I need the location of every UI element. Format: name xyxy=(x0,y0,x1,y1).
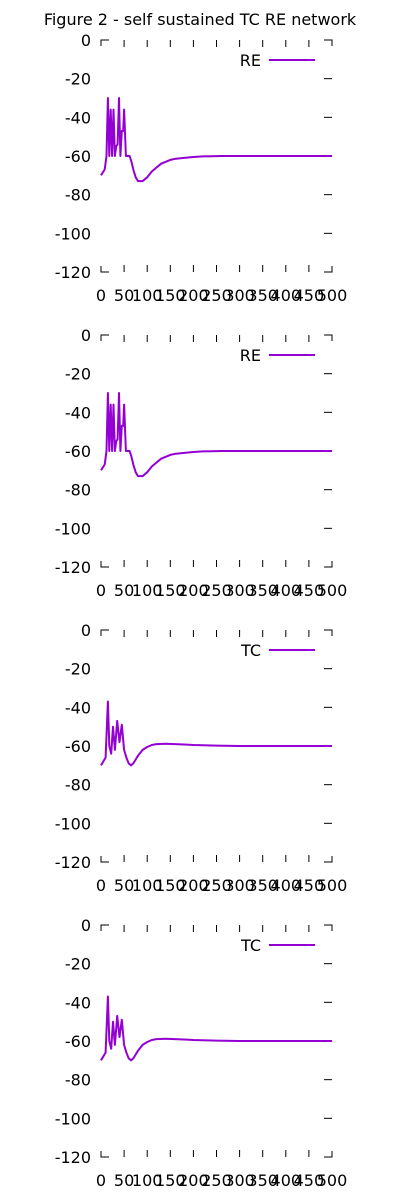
plot-corner-top-left xyxy=(100,924,109,931)
x-tick-label: 300 xyxy=(224,1171,255,1190)
legend-label: RE xyxy=(240,346,261,365)
x-tick-label: 150 xyxy=(155,581,186,600)
y-tick-label: -80 xyxy=(65,186,91,205)
x-tick-label: 400 xyxy=(271,876,302,895)
y-tick-label: -120 xyxy=(55,558,91,577)
y-tick-label: -20 xyxy=(65,70,91,89)
x-tick-label: 400 xyxy=(271,286,302,305)
y-tick-label: -100 xyxy=(55,224,91,243)
x-tick-label: 500 xyxy=(317,286,348,305)
y-tick-label: 0 xyxy=(81,621,91,640)
plot-corner-bottom-right xyxy=(324,856,333,863)
x-tick-label: 350 xyxy=(247,581,278,600)
legend-label: TC xyxy=(240,641,261,660)
y-tick-label: -120 xyxy=(55,263,91,282)
y-tick-label: -40 xyxy=(65,993,91,1012)
x-tick-label: 500 xyxy=(317,1171,348,1190)
series-line-re xyxy=(100,392,332,478)
x-tick-label: 100 xyxy=(132,581,163,600)
y-tick-label: 0 xyxy=(81,326,91,345)
x-tick-label: 300 xyxy=(224,286,255,305)
x-tick-label: 250 xyxy=(201,581,232,600)
x-tick-label: 200 xyxy=(178,876,209,895)
y-tick-label: -80 xyxy=(65,481,91,500)
y-tick-label: -60 xyxy=(65,1032,91,1051)
y-tick-label: -20 xyxy=(65,365,91,384)
y-tick-label: -40 xyxy=(65,108,91,127)
y-tick-label: 0 xyxy=(81,31,91,50)
x-tick-label: 400 xyxy=(271,581,302,600)
plot-corner-bottom-left xyxy=(100,561,109,568)
x-tick-label: 50 xyxy=(114,1171,134,1190)
x-tick-label: 300 xyxy=(224,876,255,895)
x-tick-label: 250 xyxy=(201,286,232,305)
x-tick-label: 350 xyxy=(247,876,278,895)
y-tick-label: -120 xyxy=(55,1148,91,1167)
plot-corner-top-right xyxy=(324,334,333,341)
x-tick-label: 250 xyxy=(201,1171,232,1190)
y-tick-label: -100 xyxy=(55,1109,91,1128)
y-tick-label: -60 xyxy=(65,442,91,461)
x-tick-label: 0 xyxy=(96,876,106,895)
x-tick-label: 200 xyxy=(178,286,209,305)
y-tick-label: -80 xyxy=(65,1071,91,1090)
x-tick-label: 300 xyxy=(224,581,255,600)
y-tick-label: -60 xyxy=(65,737,91,756)
plot-corner-bottom-right xyxy=(324,266,333,273)
x-tick-label: 200 xyxy=(178,1171,209,1190)
x-tick-label: 0 xyxy=(96,581,106,600)
legend-label: RE xyxy=(240,51,261,70)
legend-label: TC xyxy=(240,936,261,955)
x-tick-label: 450 xyxy=(294,581,325,600)
y-tick-label: -60 xyxy=(65,147,91,166)
x-tick-label: 0 xyxy=(96,286,106,305)
x-tick-label: 500 xyxy=(317,876,348,895)
x-tick-label: 150 xyxy=(155,876,186,895)
plot-corner-top-left xyxy=(100,629,109,636)
x-tick-label: 450 xyxy=(294,1171,325,1190)
y-tick-label: -40 xyxy=(65,698,91,717)
plot-corner-bottom-right xyxy=(324,561,333,568)
y-tick-label: 0 xyxy=(81,916,91,935)
x-tick-label: 100 xyxy=(132,1171,163,1190)
x-tick-label: 150 xyxy=(155,286,186,305)
y-tick-label: -40 xyxy=(65,403,91,422)
y-tick-label: -20 xyxy=(65,660,91,679)
x-tick-label: 350 xyxy=(247,286,278,305)
plot-corner-top-left xyxy=(100,39,109,46)
x-tick-label: 150 xyxy=(155,1171,186,1190)
x-tick-label: 450 xyxy=(294,286,325,305)
x-tick-label: 250 xyxy=(201,876,232,895)
plot-corner-top-left xyxy=(100,334,109,341)
x-tick-label: 0 xyxy=(96,1171,106,1190)
x-tick-label: 100 xyxy=(132,286,163,305)
series-line-tc xyxy=(100,700,332,767)
y-tick-label: -80 xyxy=(65,776,91,795)
x-tick-label: 50 xyxy=(114,581,134,600)
plot-corner-top-right xyxy=(324,924,333,931)
y-tick-label: -100 xyxy=(55,519,91,538)
y-tick-label: -120 xyxy=(55,853,91,872)
plot-corner-top-right xyxy=(324,39,333,46)
series-line-re xyxy=(100,97,332,183)
plot-corner-top-right xyxy=(324,629,333,636)
y-tick-label: -20 xyxy=(65,955,91,974)
series-line-tc xyxy=(100,995,332,1062)
plot-corner-bottom-right xyxy=(324,1151,333,1158)
x-tick-label: 50 xyxy=(114,876,134,895)
x-tick-label: 450 xyxy=(294,876,325,895)
figure-title: Figure 2 - self sustained TC RE network xyxy=(43,10,357,29)
x-tick-label: 350 xyxy=(247,1171,278,1190)
x-tick-label: 50 xyxy=(114,286,134,305)
x-tick-label: 100 xyxy=(132,876,163,895)
y-tick-label: -100 xyxy=(55,814,91,833)
plot-corner-bottom-left xyxy=(100,266,109,273)
plot-corner-bottom-left xyxy=(100,1151,109,1158)
x-tick-label: 200 xyxy=(178,581,209,600)
plot-corner-bottom-left xyxy=(100,856,109,863)
x-tick-label: 500 xyxy=(317,581,348,600)
x-tick-label: 400 xyxy=(271,1171,302,1190)
